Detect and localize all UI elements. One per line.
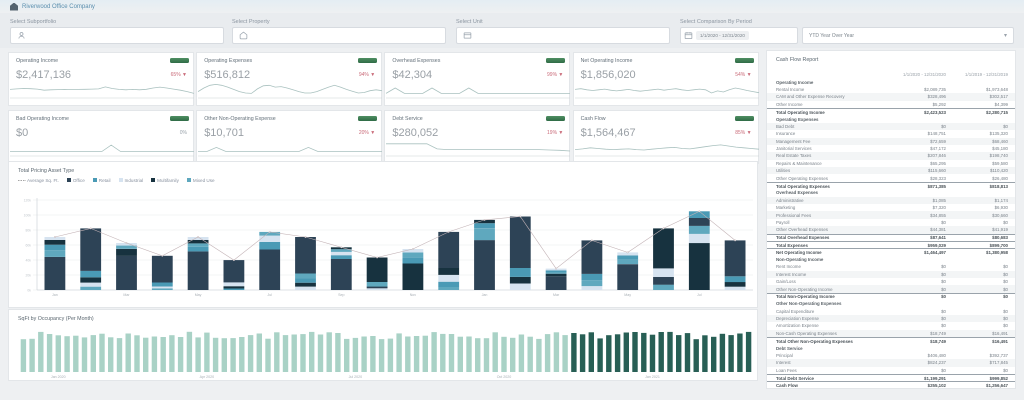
svg-text:May: May [624, 293, 631, 297]
svg-text:Mar: Mar [123, 293, 130, 297]
svg-text:Jan: Jan [482, 293, 488, 297]
svg-text:100k: 100k [24, 213, 32, 217]
svg-text:Nov: Nov [410, 293, 417, 297]
svg-text:40k: 40k [26, 258, 32, 262]
svg-text:Jan: Jan [52, 293, 58, 297]
svg-text:Oct 2020: Oct 2020 [497, 375, 512, 379]
svg-text:Mar: Mar [553, 293, 560, 297]
svg-text:120k: 120k [24, 198, 32, 202]
svg-text:20k: 20k [26, 273, 32, 277]
svg-text:Sep: Sep [338, 293, 344, 297]
svg-text:Apr 2020: Apr 2020 [200, 375, 215, 379]
svg-text:Jul: Jul [267, 293, 272, 297]
svg-text:Jul 2020: Jul 2020 [349, 375, 363, 379]
svg-text:May: May [195, 293, 202, 297]
svg-text:Jan 2020: Jan 2020 [51, 375, 66, 379]
svg-text:0k: 0k [27, 288, 31, 292]
svg-text:60k: 60k [26, 243, 32, 247]
svg-text:Jan 2021: Jan 2021 [645, 375, 660, 379]
svg-text:Jul: Jul [697, 293, 702, 297]
svg-text:80k: 80k [26, 228, 32, 232]
